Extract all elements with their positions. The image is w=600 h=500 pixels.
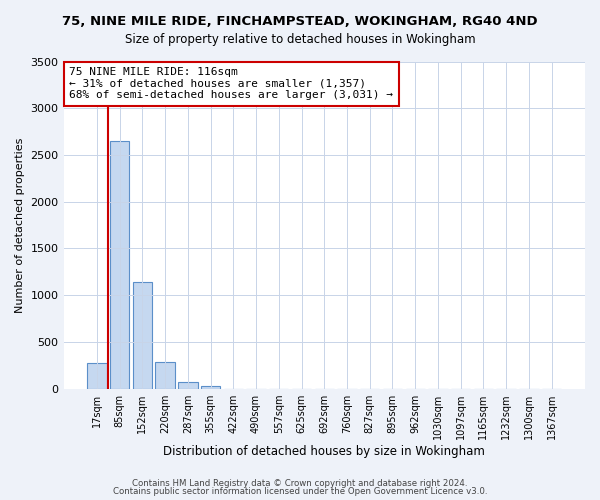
Bar xyxy=(178,382,197,388)
Text: 75 NINE MILE RIDE: 116sqm
← 31% of detached houses are smaller (1,357)
68% of se: 75 NINE MILE RIDE: 116sqm ← 31% of detac… xyxy=(69,67,393,100)
Bar xyxy=(87,364,107,388)
Text: Contains public sector information licensed under the Open Government Licence v3: Contains public sector information licen… xyxy=(113,487,487,496)
Text: 75, NINE MILE RIDE, FINCHAMPSTEAD, WOKINGHAM, RG40 4ND: 75, NINE MILE RIDE, FINCHAMPSTEAD, WOKIN… xyxy=(62,15,538,28)
Text: Contains HM Land Registry data © Crown copyright and database right 2024.: Contains HM Land Registry data © Crown c… xyxy=(132,478,468,488)
Bar xyxy=(133,282,152,389)
Bar xyxy=(110,141,130,388)
Bar xyxy=(201,386,220,388)
Text: Size of property relative to detached houses in Wokingham: Size of property relative to detached ho… xyxy=(125,32,475,46)
Y-axis label: Number of detached properties: Number of detached properties xyxy=(15,138,25,312)
X-axis label: Distribution of detached houses by size in Wokingham: Distribution of detached houses by size … xyxy=(163,444,485,458)
Bar xyxy=(155,362,175,388)
